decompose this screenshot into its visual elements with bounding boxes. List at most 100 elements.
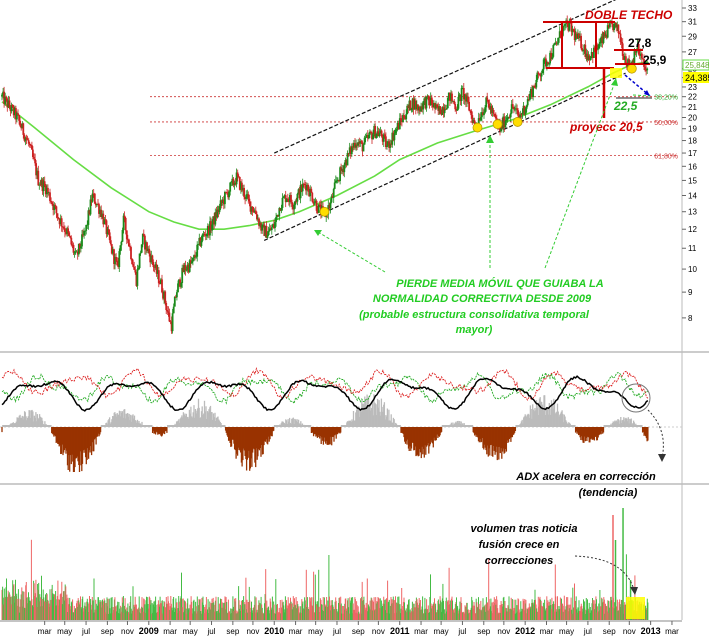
candle-body (543, 58, 546, 60)
candle-body (137, 268, 140, 270)
candle-body (393, 133, 396, 141)
candle-body (419, 107, 421, 112)
candle-body (310, 188, 313, 193)
y-tick-label-13: 13 (688, 208, 697, 217)
candle-body (276, 214, 278, 217)
candle-body (41, 179, 44, 192)
candle-body (73, 252, 76, 254)
candle-body (289, 195, 291, 203)
candle-body (395, 129, 398, 130)
candle-body (373, 126, 376, 135)
candle-body (254, 210, 257, 215)
candle-body (262, 224, 265, 226)
candle-body (136, 269, 139, 286)
candle-body (123, 215, 126, 219)
candle-body (280, 207, 283, 211)
candle-body (96, 203, 98, 206)
touch-point-3 (512, 117, 523, 127)
candle-body (567, 23, 570, 31)
candle-body (521, 113, 524, 115)
candle-body (379, 130, 382, 134)
candle-body (387, 141, 389, 146)
candle-body (442, 107, 445, 114)
candle-body (292, 206, 294, 210)
candle-body (573, 30, 576, 40)
candle-body (633, 51, 636, 65)
candle-body (311, 192, 314, 202)
candle-body (89, 199, 92, 215)
candle-body (641, 53, 643, 59)
candle-body (635, 50, 638, 53)
candle-body (412, 98, 415, 110)
candle-body (423, 98, 426, 102)
candle-body (35, 163, 37, 176)
candle-body (206, 226, 209, 234)
candle-body (108, 232, 111, 241)
candle-body (522, 105, 525, 114)
candle-body (195, 256, 197, 258)
candle-body (233, 182, 236, 185)
candle-body (171, 313, 174, 332)
candle-body (121, 230, 124, 242)
candle-body (585, 53, 588, 57)
candle-body (587, 55, 590, 60)
candle-body (625, 56, 627, 64)
candle-body (458, 94, 461, 97)
candle-body (57, 217, 60, 219)
candle-body (104, 219, 107, 221)
candle-body (293, 204, 296, 210)
candle-body (518, 115, 521, 118)
candle-body (273, 224, 275, 228)
candle-body (125, 230, 128, 240)
candle-body (97, 203, 99, 205)
candle-body (182, 267, 185, 272)
candle-body (66, 228, 68, 234)
candle-body (360, 141, 363, 143)
candle-body (468, 101, 470, 111)
candle-body (371, 132, 373, 140)
candle-body (25, 137, 28, 140)
candle-body (131, 259, 133, 265)
candle-body (160, 279, 162, 284)
candle-body (248, 198, 251, 202)
candle-body (396, 123, 399, 129)
candle-body (10, 104, 13, 112)
candle-body (481, 112, 483, 118)
candle-body (146, 242, 148, 251)
candle-body (413, 100, 416, 110)
candle-body (616, 24, 619, 28)
candle-body (268, 228, 271, 231)
candle-body (128, 239, 130, 247)
candle-body (51, 202, 53, 204)
candle-body (260, 223, 262, 231)
candle-body (451, 93, 453, 102)
candle-body (594, 47, 596, 52)
candle-body (274, 221, 276, 228)
candle-body (180, 283, 183, 287)
candle-body (119, 245, 122, 252)
candle-body (167, 311, 170, 313)
candle-body (212, 216, 215, 225)
candle-body (48, 192, 50, 194)
candle-body (517, 110, 519, 116)
candle-body (460, 88, 463, 101)
candle-body (486, 97, 489, 100)
candle-body (603, 32, 606, 37)
candle-body (65, 232, 67, 234)
candle-body (600, 36, 603, 43)
candle-body (340, 167, 342, 171)
candle-body (307, 184, 309, 191)
fib-label-1: 50,00% (654, 120, 678, 127)
candle-body (429, 97, 432, 105)
candle-body (447, 92, 450, 99)
candle-body (60, 218, 63, 227)
candle-body (375, 133, 378, 138)
candle-body (7, 100, 10, 108)
candle-body (109, 240, 112, 245)
candle-body (106, 229, 109, 235)
candle-body (389, 143, 392, 148)
candle-body (155, 264, 158, 274)
candle-body (174, 296, 177, 298)
candle-body (537, 72, 540, 74)
